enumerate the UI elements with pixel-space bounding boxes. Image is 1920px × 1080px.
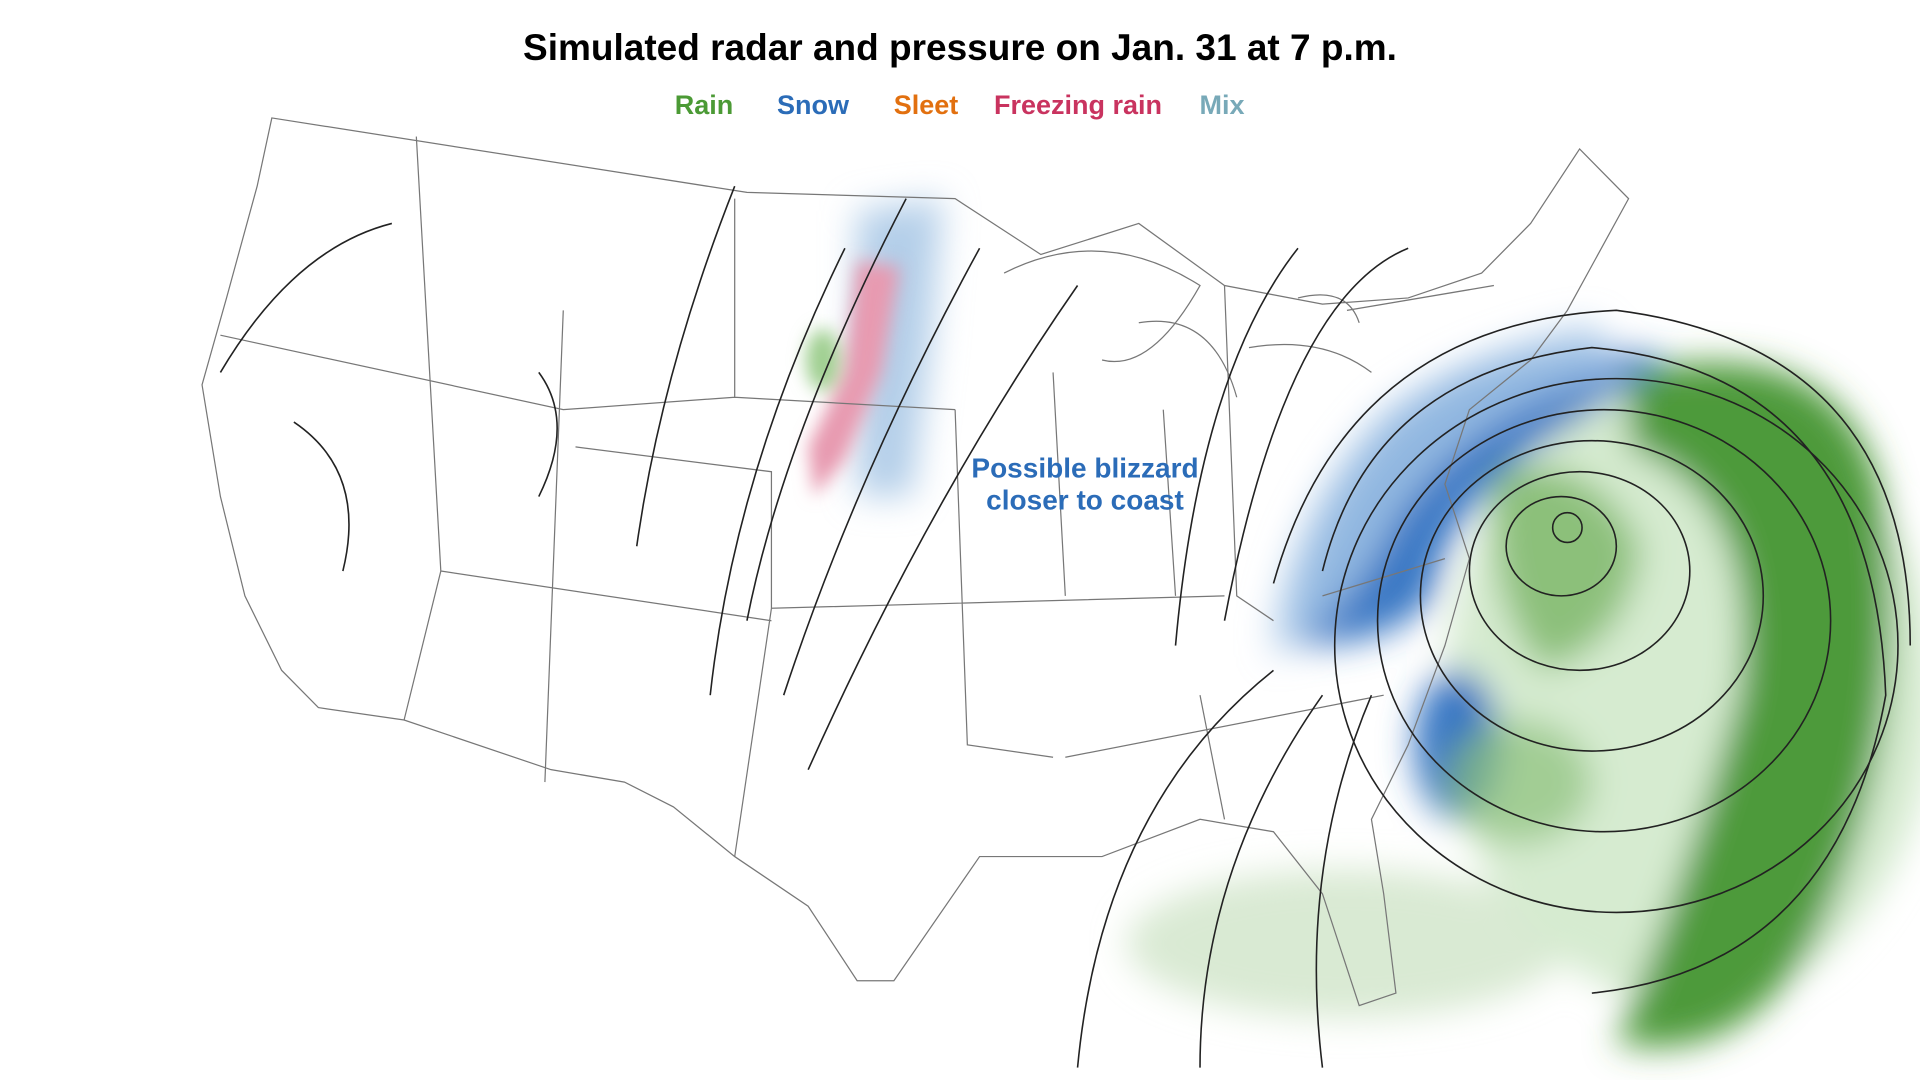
us-outline [201,117,1630,1007]
legend-item: Freezing rain [994,90,1162,120]
legend-item: Mix [1199,90,1244,120]
legend-item: Rain [675,90,734,120]
legend-item: Snow [777,90,850,120]
great-lakes [1003,250,1372,398]
precip-ice [805,260,901,497]
state-borders [220,136,1494,857]
annotation-line: closer to coast [986,484,1184,515]
isobars [219,185,1912,1068]
precip [857,198,1920,1047]
map-body [201,117,1920,1068]
title: Simulated radar and pressure on Jan. 31 … [523,27,1397,68]
legend-item: Sleet [894,90,959,120]
legend: Rain Snow Sleet Freezing rain Mix [675,90,1245,120]
annotation-line: Possible blizzard [971,452,1198,483]
